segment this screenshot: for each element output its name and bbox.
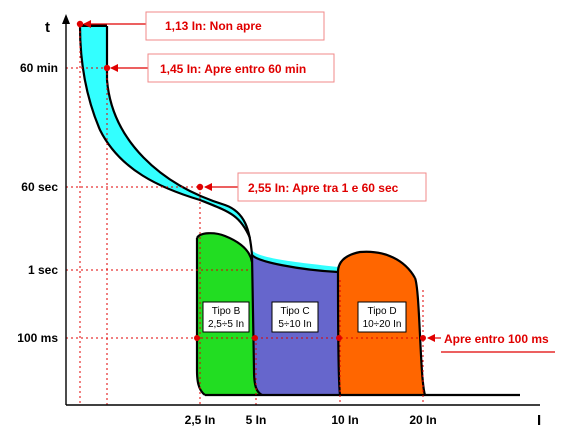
- tipo-b-boundary: [196, 232, 254, 263]
- curve-outlines: [78, 25, 520, 397]
- x-axis-label: I: [537, 412, 541, 429]
- tipo-b-range: 2,5÷5 In: [208, 319, 244, 330]
- tipo-b-label-box: [202, 301, 250, 333]
- y-axis-arrow-icon: [62, 14, 70, 24]
- outer-boundary-curve: [78, 25, 252, 239]
- x-tick-20in: 20 In: [409, 413, 436, 427]
- callout-60min-box: [147, 53, 335, 83]
- tipo-d-name: Tipo D: [367, 306, 396, 317]
- axes: [65, 22, 540, 406]
- callout-non-apre-text: 1,13 In: Non apre: [165, 19, 262, 33]
- tipo-b-left-edge: [195, 238, 206, 396]
- tipo-d-range: 10÷20 In: [363, 319, 402, 330]
- guide-lines: [66, 26, 424, 405]
- y-axis-label: t: [45, 19, 50, 36]
- tipo-d-top: [336, 250, 416, 279]
- x-tick-2-5in: 2,5 In: [185, 413, 216, 427]
- callout-100ms-text: Apre entro 100 ms: [444, 332, 549, 346]
- callout-1-60sec-box: [237, 172, 427, 202]
- callout-non-apre-box: [145, 11, 325, 41]
- callout-1-60sec-text: 2,55 In: Apre tra 1 e 60 sec: [248, 181, 399, 195]
- y-tick-60min: 60 min: [20, 61, 58, 75]
- y-tick-60sec: 60 sec: [21, 180, 58, 194]
- tipo-c-range: 5÷10 In: [278, 319, 311, 330]
- inner-boundary-curve: [105, 26, 254, 256]
- callout-60min-text: 1,45 In: Apre entro 60 min: [160, 62, 306, 76]
- tipo-c-name: Tipo C: [280, 306, 309, 317]
- y-tick-100ms: 100 ms: [17, 331, 58, 345]
- y-tick-1sec: 1 sec: [28, 263, 58, 277]
- tipo-c-top: [251, 254, 339, 274]
- tipo-c-left-edge: [250, 254, 263, 396]
- tipo-d-right-edge: [413, 277, 427, 396]
- tipo-c-label-box: [271, 301, 319, 333]
- tipo-d-label-box: [357, 301, 407, 333]
- x-tick-5in: 5 In: [246, 413, 267, 427]
- x-tick-10in: 10 In: [331, 413, 358, 427]
- tipo-b-name: Tipo B: [212, 306, 241, 317]
- marker-dots: [76, 20, 426, 341]
